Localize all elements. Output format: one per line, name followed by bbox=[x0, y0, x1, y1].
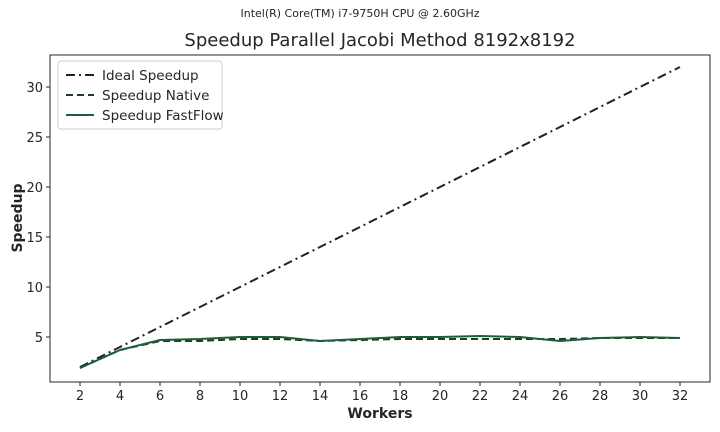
x-tick-label: 16 bbox=[352, 389, 369, 404]
x-tick-label: 26 bbox=[552, 389, 569, 404]
x-axis-label: Workers bbox=[347, 406, 412, 422]
y-tick-label: 30 bbox=[26, 81, 43, 96]
x-tick-label: 32 bbox=[672, 389, 689, 404]
y-tick-label: 25 bbox=[26, 131, 43, 146]
x-tick-label: 22 bbox=[472, 389, 489, 404]
y-tick-label: 10 bbox=[26, 281, 43, 296]
series-line-1 bbox=[79, 337, 680, 369]
series-line-2 bbox=[79, 335, 681, 369]
legend-label: Speedup FastFlow bbox=[102, 108, 224, 124]
x-tick-label: 6 bbox=[156, 389, 164, 404]
x-tick-label: 24 bbox=[512, 389, 529, 404]
x-axis: 2 4 6 8 10 12 14 16 18 20 22 24 26 28 30 32 bbox=[76, 382, 688, 404]
legend-box bbox=[57, 60, 223, 130]
chart-title: Speedup Parallel Jacobi Method 8192x8192 bbox=[184, 30, 575, 51]
legend-label: Speedup Native bbox=[102, 88, 209, 104]
y-axis-label: Speedup bbox=[10, 183, 26, 252]
plot-area bbox=[49, 54, 711, 383]
x-tick-label: 14 bbox=[312, 389, 329, 404]
series-layer bbox=[79, 66, 681, 369]
y-tick-label: 15 bbox=[26, 231, 43, 246]
x-tick-label: 4 bbox=[116, 389, 124, 404]
x-tick-label: 28 bbox=[592, 389, 609, 404]
x-tick-label: 18 bbox=[392, 389, 409, 404]
y-tick-label: 20 bbox=[26, 181, 43, 196]
legend: Ideal Speedup Speedup Native Speedup FastF… bbox=[57, 60, 224, 130]
chart-suptitle: Intel(R) Core(TM) i7-9750H CPU @ 2.60GHz bbox=[240, 7, 479, 20]
y-axis: 5 10 15 20 25 30 bbox=[26, 81, 50, 346]
legend-label: Ideal Speedup bbox=[102, 68, 199, 84]
series-line-0 bbox=[79, 66, 681, 368]
x-tick-label: 20 bbox=[432, 389, 449, 404]
x-tick-label: 2 bbox=[76, 389, 84, 404]
x-tick-label: 10 bbox=[232, 389, 249, 404]
x-tick-label: 8 bbox=[196, 389, 204, 404]
x-tick-label: 30 bbox=[632, 389, 649, 404]
y-tick-label: 5 bbox=[35, 331, 43, 346]
x-tick-label: 12 bbox=[272, 389, 289, 404]
